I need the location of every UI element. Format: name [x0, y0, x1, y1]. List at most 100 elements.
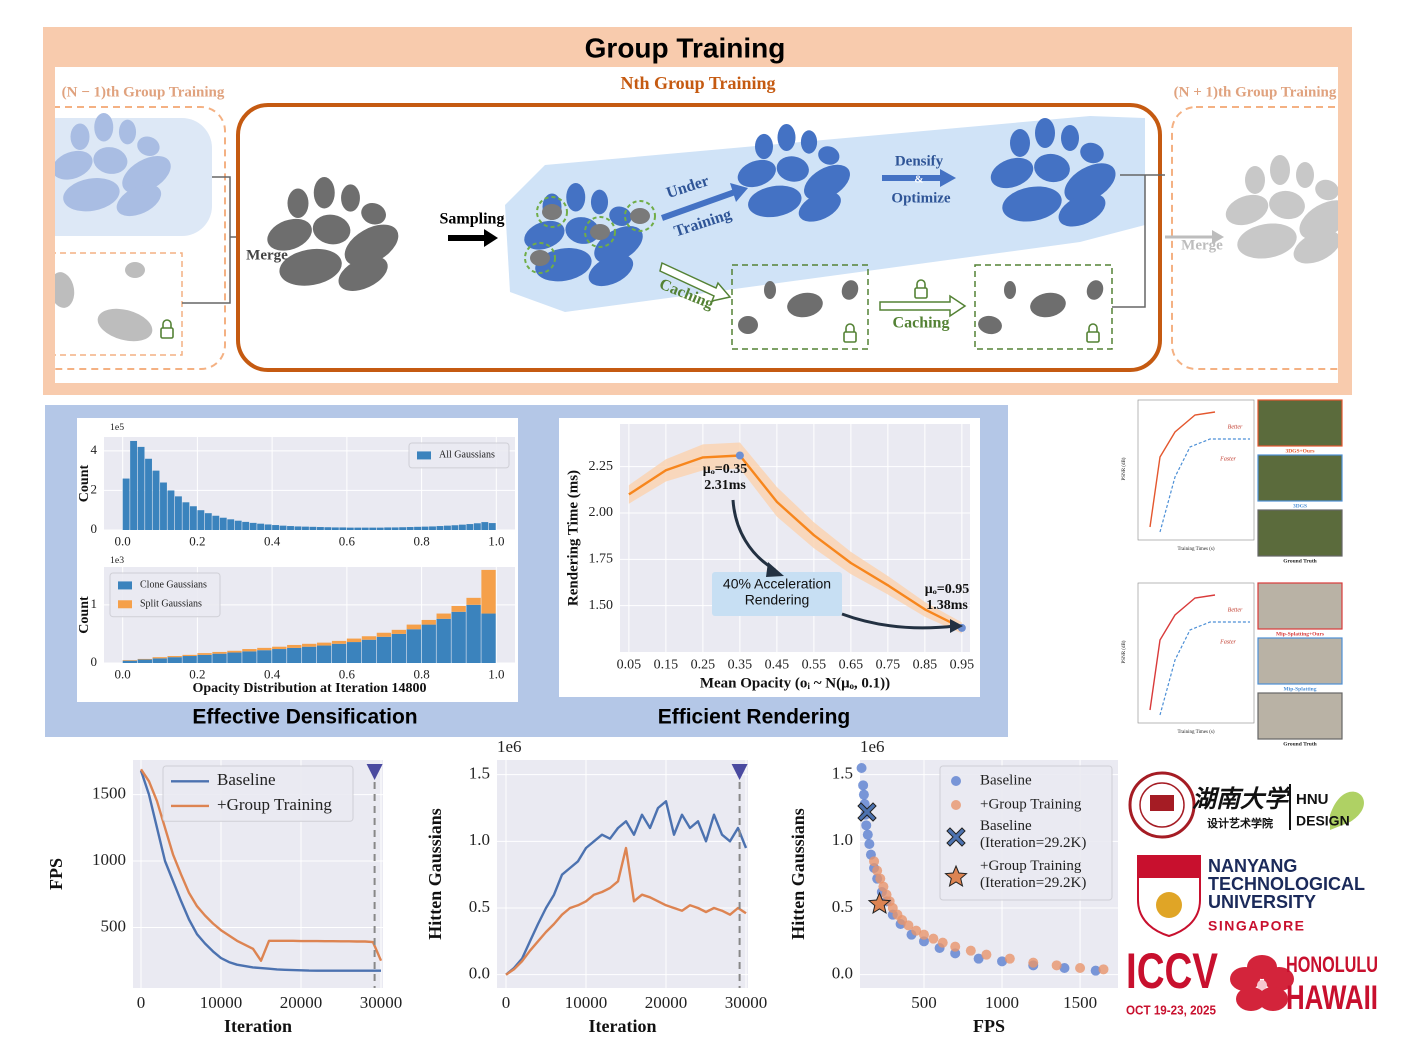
histogram-bar: [466, 604, 481, 663]
logo-text: 湖南大学: [1192, 785, 1291, 813]
logo-text: UNIVERSITY: [1208, 892, 1316, 912]
hnu-mark: [1330, 791, 1364, 830]
histogram-bar: [249, 522, 257, 530]
legend: [408, 442, 510, 469]
gaussian: [737, 159, 776, 188]
y-tick-label: 4: [91, 442, 98, 457]
histogram-bar: [130, 440, 138, 530]
thumb-curve: [1159, 621, 1250, 716]
diagram: (N − 1)th Group Training Nth Group Train…: [55, 73, 1338, 372]
legend-label: Clone Gaussians: [140, 580, 207, 591]
gaussian: [565, 217, 600, 244]
title: Group Training: [585, 32, 786, 63]
y-axis-label: Count: [77, 596, 92, 634]
histogram-bar: [331, 643, 347, 663]
histogram-bar: [272, 525, 280, 530]
plot-area: [497, 760, 748, 988]
histogram-bar: [391, 629, 407, 634]
x-tick-label: 0.75: [876, 658, 901, 673]
logo-text: HONOLULU: [1286, 952, 1378, 977]
densify-label: Densify: [895, 153, 944, 169]
hnu-seal: [1139, 782, 1185, 828]
legend: [939, 765, 1113, 901]
histogram-bar: [376, 632, 392, 637]
x-axis-label: Mean Opacity (oᵢ ~ N(μₒ, 0.1)): [700, 675, 890, 691]
histogram-bar: [376, 527, 384, 530]
legend-label: +Group Training (Iteration=29.2K): [980, 858, 1086, 891]
gaussian: [1035, 118, 1055, 148]
scatter-point: [878, 881, 889, 892]
gaussian: [1293, 230, 1338, 264]
histogram-bar: [197, 510, 205, 530]
legend: [162, 765, 354, 822]
histogram-bar: [137, 446, 145, 530]
lock-body: [160, 327, 174, 339]
x-tick-label: 0.8: [413, 533, 429, 548]
histogram-bar: [257, 647, 272, 651]
logo-text: 设计艺术学院: [1207, 816, 1273, 830]
histogram-bar: [421, 619, 436, 625]
gaussian: [55, 150, 93, 180]
x-tick-label: 0.6: [339, 666, 356, 681]
legend-swatch: [118, 600, 132, 609]
gaussian: [1061, 125, 1079, 151]
densify-arrow-head: [940, 169, 956, 187]
gaussian: [1010, 129, 1030, 157]
legend-swatch: [951, 776, 961, 786]
histogram-bar: [242, 651, 257, 663]
caption: Effective Densification: [192, 706, 417, 729]
y-tick-label: 0: [91, 521, 98, 536]
histogram-bar: [227, 650, 242, 653]
x-tick-label: 30000: [725, 993, 768, 1012]
histogram-bar: [242, 649, 257, 652]
scatter-point: [1098, 964, 1109, 975]
logo-text: TECHNOLOGICAL: [1208, 874, 1365, 894]
gaussian: [116, 184, 162, 217]
y-tick-label: 2: [91, 481, 98, 496]
scatter-point: [861, 820, 872, 831]
histogram-bar: [346, 642, 362, 663]
histogram-bar: [309, 526, 317, 530]
thumb-image: [1257, 582, 1343, 630]
gaussian: [1296, 162, 1314, 188]
histogram-bar: [376, 636, 392, 663]
histogram-bar: [264, 524, 272, 530]
hnu-seal: [1150, 795, 1174, 811]
gaussian: [590, 189, 609, 215]
histogram-bar: [167, 490, 175, 530]
line-series: [139, 770, 381, 972]
y-axis-label: FPS: [46, 858, 66, 890]
histogram-bar: [451, 525, 459, 530]
histogram-bar: [174, 496, 182, 530]
x-tick-label: 0: [137, 993, 146, 1012]
amp-label: &: [914, 174, 923, 186]
x-tick-label: 0.35: [728, 658, 753, 673]
histogram-bar: [122, 660, 138, 663]
x-tick-label: 0.4: [264, 666, 281, 681]
under-training-arrow-head: [730, 183, 748, 202]
lock-body: [1086, 331, 1100, 343]
sample-ring: [584, 216, 616, 248]
optimize-label: Optimize: [891, 190, 950, 206]
histogram-bar: [458, 524, 466, 530]
histogram-bar: [444, 525, 451, 530]
legend-label: Baseline (Iteration=29.2K): [980, 818, 1086, 851]
histogram-bar: [279, 525, 287, 530]
legend-swatch: [951, 800, 961, 810]
scatter-point: [937, 937, 948, 948]
x-tick-label: 0.85: [913, 658, 938, 673]
confidence-band: [628, 442, 962, 634]
gaussian: [344, 224, 399, 266]
x-tick-label: 0.45: [765, 658, 790, 673]
histogram-bar: [346, 638, 362, 643]
cached-gaussian: [630, 208, 650, 224]
gaussian: [978, 315, 1002, 335]
histogram-bar: [391, 527, 399, 530]
scatter-point: [973, 953, 984, 964]
annotated-point: [735, 451, 744, 460]
legend-label: +Group Training: [217, 795, 332, 814]
y-axis-label: Hitten Gaussians: [425, 808, 445, 940]
histogram-bar: [406, 624, 421, 630]
legend: [109, 572, 221, 618]
histogram-bar: [234, 520, 242, 530]
